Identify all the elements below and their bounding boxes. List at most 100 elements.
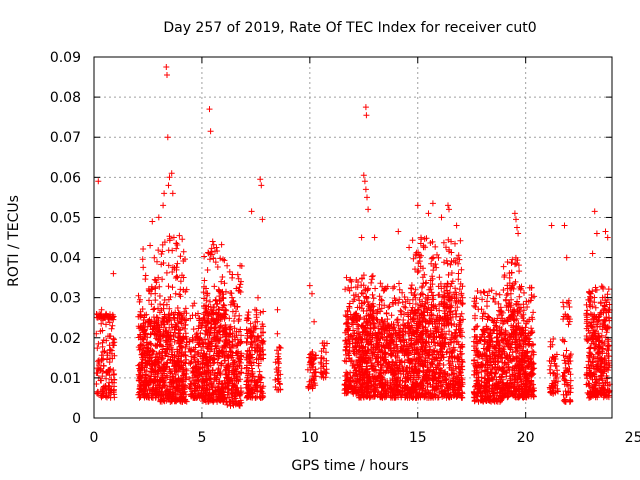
data-point: [136, 346, 143, 353]
data-point: [166, 305, 173, 312]
data-point: [140, 329, 147, 336]
data-point: [433, 354, 440, 361]
data-point: [458, 358, 465, 365]
data-point: [224, 353, 231, 360]
data-point: [216, 338, 223, 344]
data-point: [244, 372, 251, 379]
data-point: [200, 375, 207, 382]
data-point: [383, 334, 390, 340]
data-point: [443, 331, 449, 338]
data-point: [105, 333, 111, 340]
data-point: [344, 327, 351, 334]
data-point: [432, 323, 439, 330]
data-point: [389, 366, 396, 373]
data-point: [361, 315, 368, 322]
data-point: [422, 339, 428, 346]
data-point: [454, 304, 461, 311]
data-point: [168, 395, 175, 402]
data-point: [379, 394, 386, 401]
data-point: [511, 306, 518, 313]
data-point: [304, 366, 311, 373]
data-point: [420, 315, 427, 322]
data-point: [370, 295, 377, 302]
data-point: [433, 264, 440, 271]
data-point: [512, 278, 519, 285]
data-point: [258, 348, 264, 355]
data-point: [167, 376, 174, 383]
data-point: [449, 377, 456, 384]
data-point: [163, 364, 170, 371]
data-point: [165, 283, 172, 290]
data-point: [214, 352, 221, 359]
data-point: [491, 344, 498, 351]
data-point: [458, 290, 465, 297]
data-point: [180, 324, 186, 331]
data-point: [227, 290, 234, 296]
data-point: [244, 348, 251, 355]
data-point: [139, 256, 146, 263]
data-point: [167, 369, 174, 376]
data-point: [480, 310, 487, 317]
data-point: [181, 386, 188, 393]
data-point: [358, 282, 365, 289]
data-point: [274, 386, 280, 393]
data-point: [388, 312, 395, 319]
data-point: [155, 328, 162, 335]
data-point: [415, 267, 422, 274]
data-point: [234, 377, 240, 384]
data-point: [224, 337, 231, 344]
data-point: [231, 303, 238, 309]
data-point: [252, 319, 259, 326]
data-point: [447, 297, 454, 304]
data-point: [525, 298, 532, 305]
data-point: [425, 334, 432, 341]
data-point: [230, 343, 236, 350]
data-point: [367, 321, 374, 328]
data-point: [517, 308, 523, 315]
data-point: [453, 373, 460, 380]
data-point: [223, 340, 230, 347]
data-point: [509, 311, 516, 318]
data-point: [151, 276, 158, 283]
data-point: [363, 385, 370, 392]
data-point: [429, 361, 436, 368]
data-point: [388, 332, 395, 338]
data-point: [494, 338, 501, 345]
data-point: [510, 326, 517, 333]
data-point: [224, 262, 231, 269]
data-point: [457, 351, 464, 358]
data-point: [190, 326, 197, 333]
data-point: [400, 342, 407, 349]
data-point: [439, 390, 446, 397]
data-point: [355, 279, 361, 285]
data-point: [409, 381, 416, 387]
data-point: [248, 338, 255, 345]
data-point: [346, 355, 353, 361]
data-point: [384, 340, 391, 347]
data-point: [471, 357, 478, 363]
data-point: [272, 384, 279, 390]
data-point: [200, 350, 207, 357]
data-point: [223, 307, 230, 314]
data-point: [140, 264, 147, 271]
data-point: [439, 328, 446, 335]
data-point: [194, 358, 201, 365]
data-point: [230, 383, 237, 389]
data-point: [174, 346, 181, 353]
data-point: [159, 248, 166, 255]
data-point: [482, 368, 489, 375]
data-point: [511, 316, 518, 323]
data-point: [180, 372, 187, 379]
data-point: [212, 296, 219, 303]
data-point: [360, 392, 367, 399]
data-point: [503, 304, 510, 311]
data-point: [495, 300, 502, 307]
data-point: [432, 261, 439, 268]
data-point: [142, 360, 149, 367]
data-point: [492, 370, 499, 376]
data-point: [165, 312, 172, 319]
data-point: [496, 331, 503, 338]
data-point: [389, 358, 396, 365]
data-point: [457, 319, 464, 326]
data-point: [488, 369, 495, 376]
